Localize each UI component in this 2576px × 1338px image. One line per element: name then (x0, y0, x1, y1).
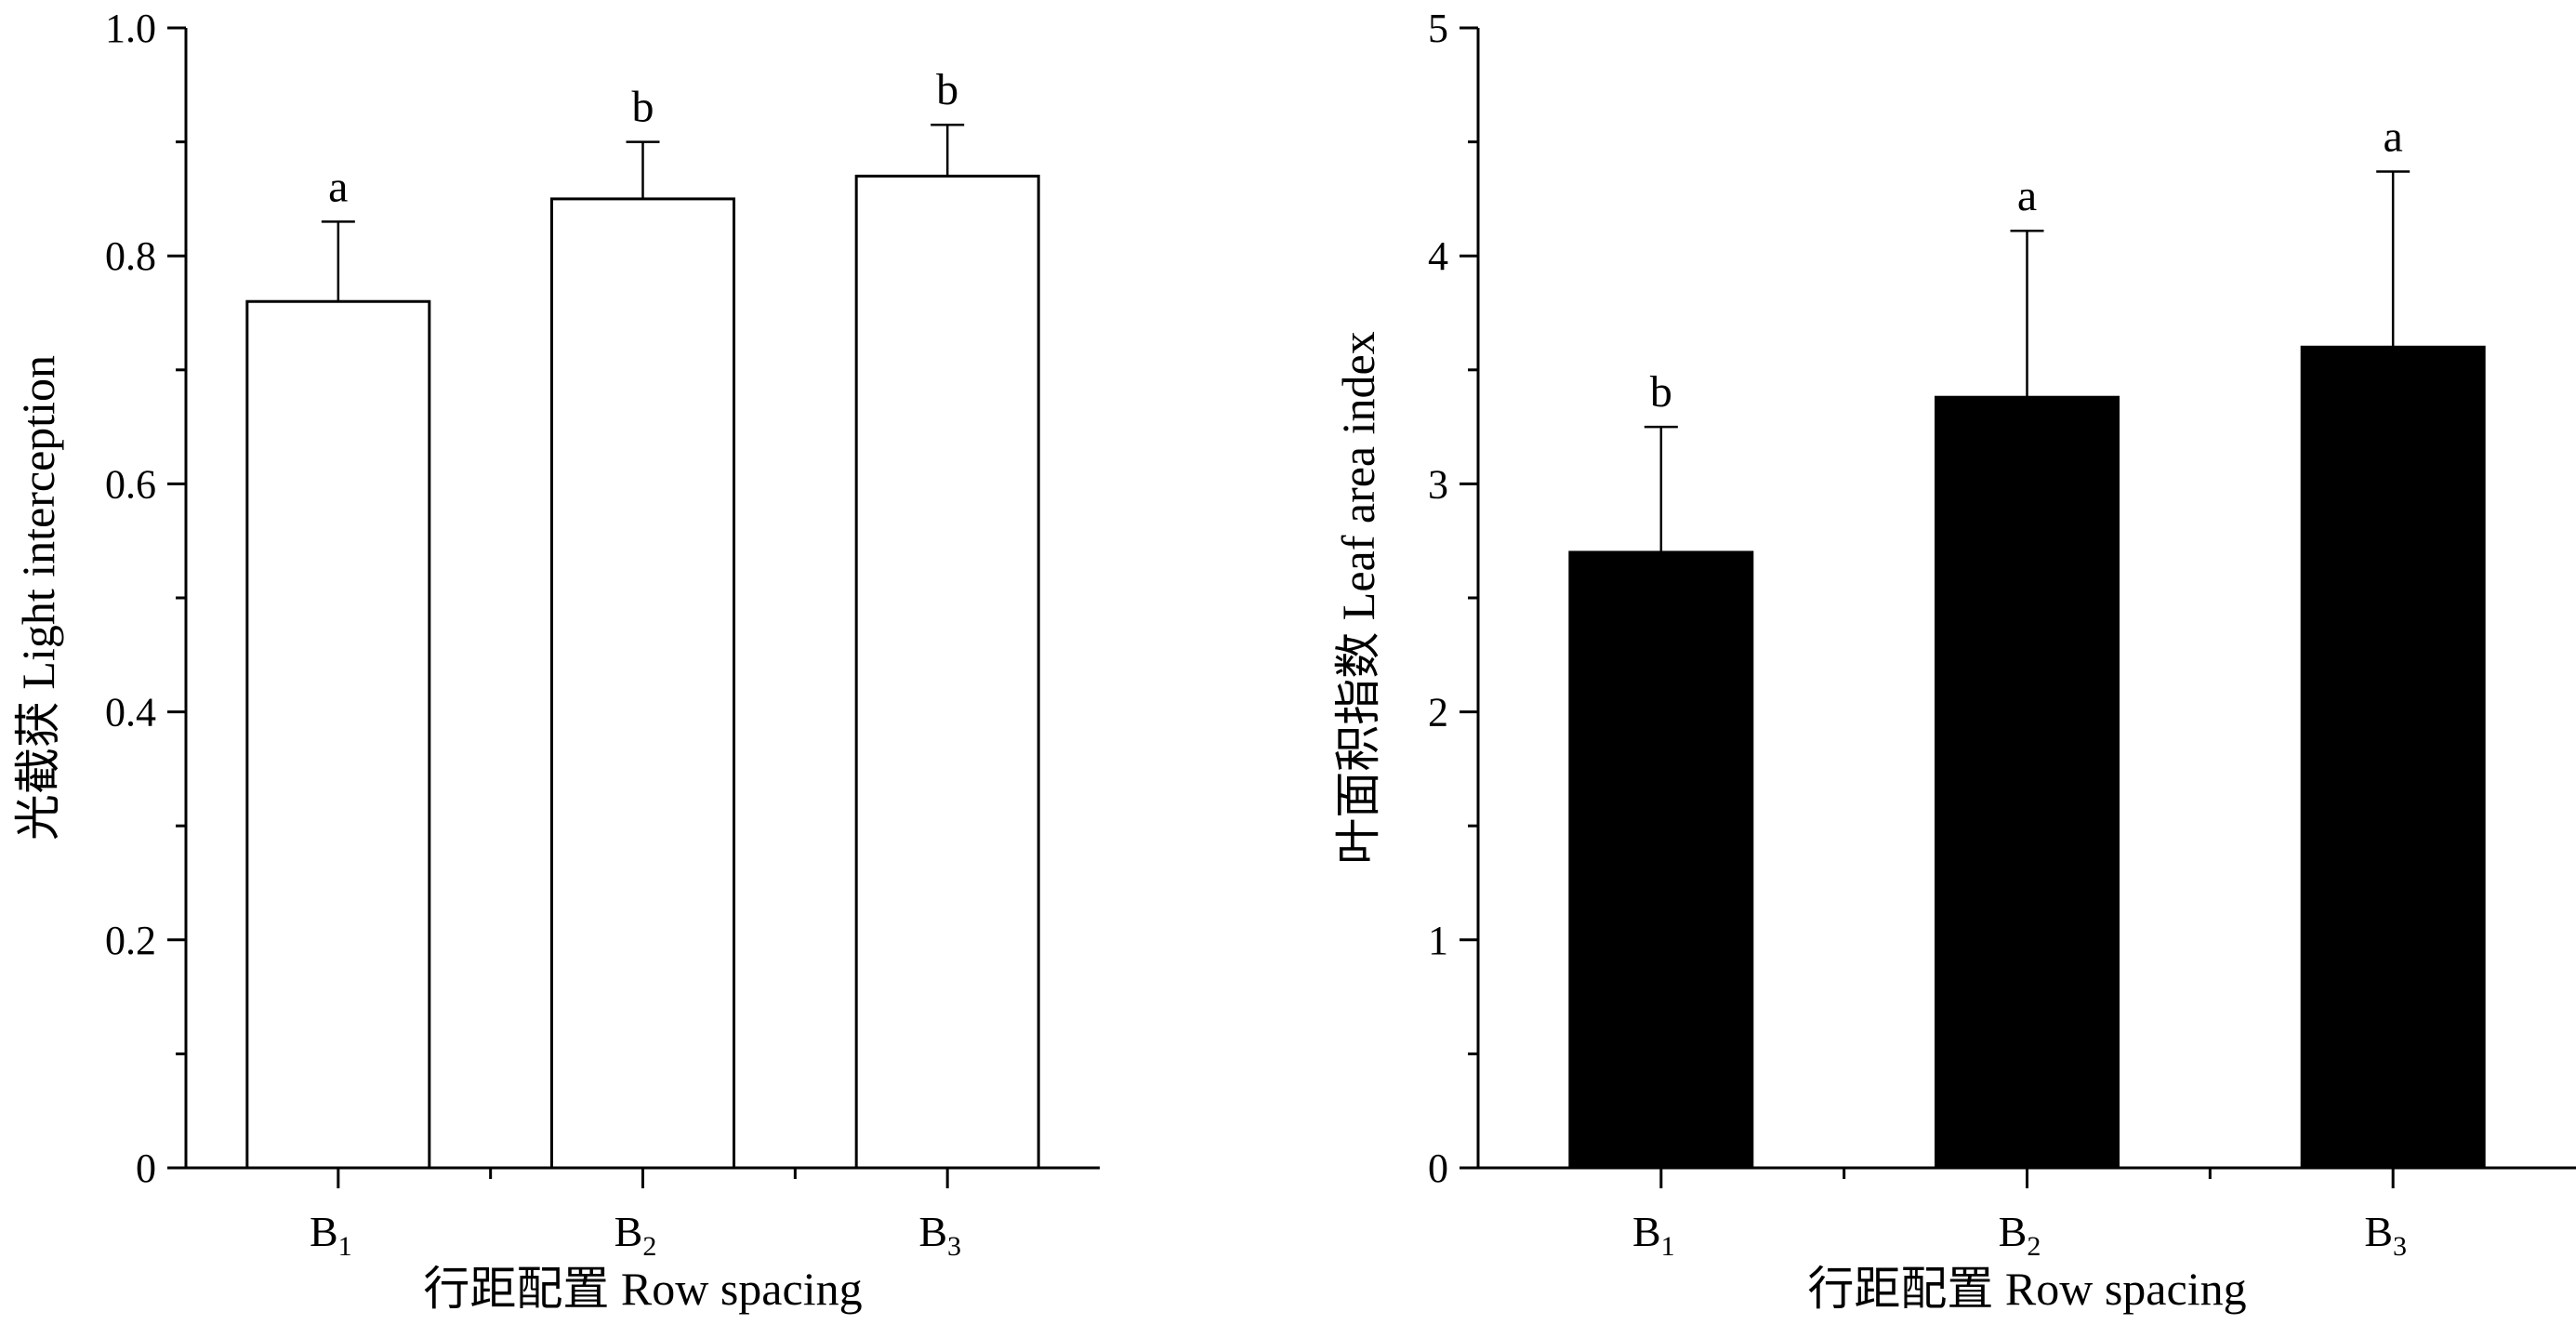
bar-b2 (550, 197, 735, 1170)
x-axis-title: 行距配置 Row spacing (423, 1263, 862, 1315)
x-tick-label: B2 (1999, 1208, 2041, 1262)
y-axis-title: 光截获 Light interception (12, 355, 64, 841)
y-tick-label: 0 (1428, 1146, 1448, 1191)
bar-b3 (854, 174, 1040, 1170)
bar-b1 (245, 299, 431, 1170)
y-tick-label: 4 (1428, 233, 1448, 279)
bar-b3 (2300, 345, 2486, 1170)
y-axis-title: 叶面积指数 Leaf area index (1332, 331, 1384, 864)
significance-letter: b (1650, 367, 1672, 417)
leaf-area-index-chart: 0 1 2 3 4 5 b B1 a B2 a B3 叶面积指数 Leaf area index 行距配置… (1332, 6, 2576, 1315)
bar-b1 (1568, 550, 1754, 1170)
light-interception-chart: 0 0.2 0.4 0.6 0.8 1.0 a B1 b B2 b B3 光截获 Light inter… (12, 6, 1100, 1315)
y-tick-label: 0.2 (105, 918, 156, 963)
y-tick-label: 0 (136, 1146, 156, 1191)
x-tick-label: B2 (614, 1208, 657, 1262)
significance-letter: b (632, 83, 654, 132)
x-tick-label: B3 (2364, 1208, 2407, 1262)
significance-letter: a (328, 162, 348, 211)
x-axis-title: 行距配置 Row spacing (1807, 1263, 2246, 1315)
significance-letter: b (936, 65, 958, 114)
y-tick-label: 0.8 (105, 233, 156, 279)
y-tick-label: 3 (1428, 461, 1448, 507)
y-tick-label: 1.0 (105, 6, 156, 51)
significance-letter: a (2384, 112, 2403, 161)
y-tick-label: 1 (1428, 918, 1448, 963)
y-tick-label: 0.4 (105, 690, 156, 735)
x-tick-label: B1 (310, 1208, 352, 1262)
significance-letter: a (2017, 171, 2037, 220)
x-tick-label: B1 (1632, 1208, 1675, 1262)
y-tick-label: 5 (1428, 6, 1448, 51)
y-tick-label: 2 (1428, 690, 1448, 735)
y-tick-label: 0.6 (105, 461, 156, 507)
x-tick-label: B3 (918, 1208, 961, 1262)
bar-b2 (1935, 395, 2120, 1170)
